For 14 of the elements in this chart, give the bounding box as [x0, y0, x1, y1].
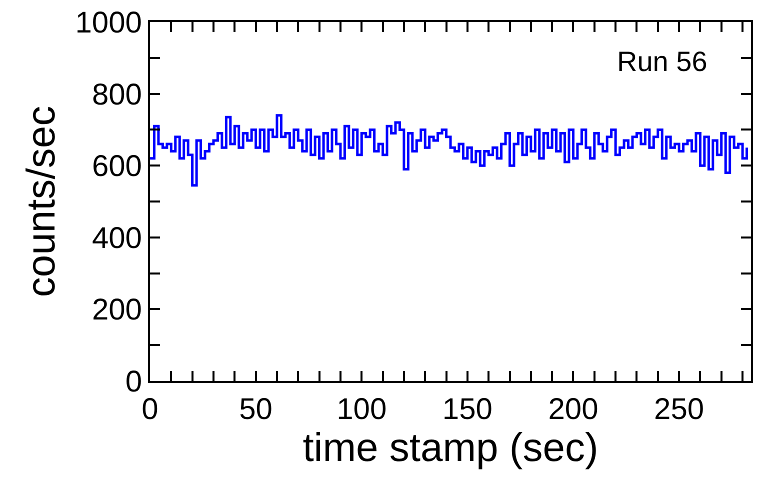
annotation: Run 56 [617, 46, 708, 77]
x-tick-label: 200 [548, 393, 598, 426]
y-tick-label: 600 [92, 150, 142, 184]
x-tick-label: 50 [239, 393, 272, 426]
x-tick-label: 250 [654, 393, 704, 426]
x-axis-title: time stamp (sec) [302, 426, 598, 470]
x-tick-label: 150 [442, 393, 492, 426]
y-tick-label: 200 [92, 294, 142, 327]
y-tick-label: 0 [125, 366, 142, 398]
y-axis-title: counts/sec [19, 106, 64, 298]
y-tick-label: 400 [92, 222, 142, 255]
y-tick-label: 1000 [75, 6, 142, 40]
y-tick-label: 800 [92, 78, 142, 112]
x-tick-label: 100 [336, 393, 387, 426]
